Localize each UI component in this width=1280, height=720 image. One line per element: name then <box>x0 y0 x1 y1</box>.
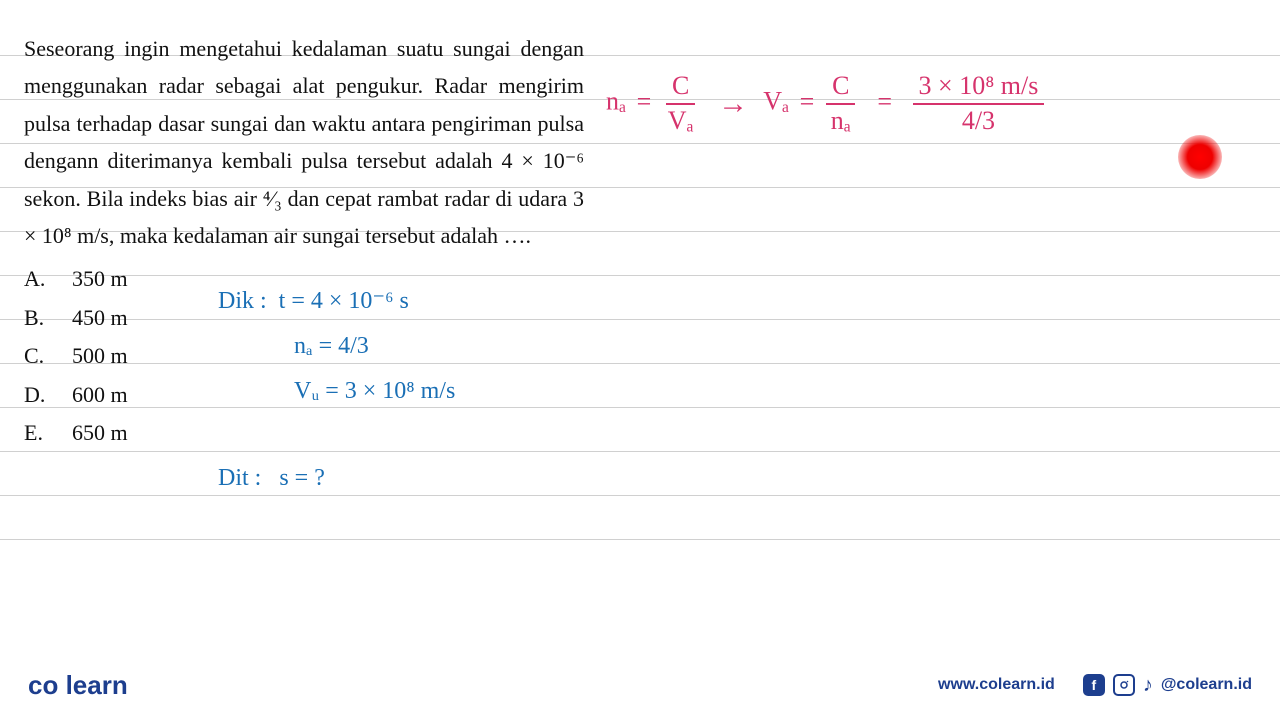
option-c: C. 500 m <box>24 337 1256 376</box>
tiktok-icon[interactable]: ♪ <box>1143 674 1153 697</box>
option-letter: A. <box>24 260 72 299</box>
option-b: B. 450 m <box>24 299 1256 338</box>
brand-logo: co learn <box>28 670 128 701</box>
arrow-icon: → <box>706 87 757 120</box>
question-text: Seseorang ingin mengetahui kedalaman sua… <box>24 30 584 254</box>
option-value: 350 m <box>72 260 128 299</box>
option-letter: B. <box>24 299 72 338</box>
laser-pointer-icon <box>1178 135 1222 179</box>
instagram-icon[interactable] <box>1113 674 1135 696</box>
hw-dit: Dit : s = ? <box>218 465 325 492</box>
facebook-icon[interactable]: f <box>1083 674 1105 696</box>
option-d: D. 600 m <box>24 376 1256 415</box>
hw-vu: Vᵤ = 3 × 10⁸ m/s <box>294 378 455 405</box>
answer-options: A. 350 m B. 450 m C. 500 m D. 600 m E. 6… <box>24 260 1256 453</box>
option-a: A. 350 m <box>24 260 1256 299</box>
hw-equation-pink: nₐ = C Vₐ → Vₐ = C nₐ = 3 × 10⁸ m/s 4/3 <box>606 72 1044 135</box>
option-value: 650 m <box>72 414 128 453</box>
option-letter: D. <box>24 376 72 415</box>
option-letter: C. <box>24 337 72 376</box>
option-e: E. 650 m <box>24 414 1256 453</box>
option-letter: E. <box>24 414 72 453</box>
option-value: 600 m <box>72 376 128 415</box>
hw-na: nₐ = 4/3 <box>294 333 369 360</box>
option-value: 500 m <box>72 337 128 376</box>
social-handle: f ♪ @colearn.id <box>1083 674 1252 697</box>
website-link[interactable]: www.colearn.id <box>938 676 1055 694</box>
option-value: 450 m <box>72 299 128 338</box>
footer: co learn www.colearn.id f ♪ @colearn.id <box>0 650 1280 720</box>
hw-dik-label: Dik : t = 4 × 10⁻⁶ s <box>218 286 409 315</box>
